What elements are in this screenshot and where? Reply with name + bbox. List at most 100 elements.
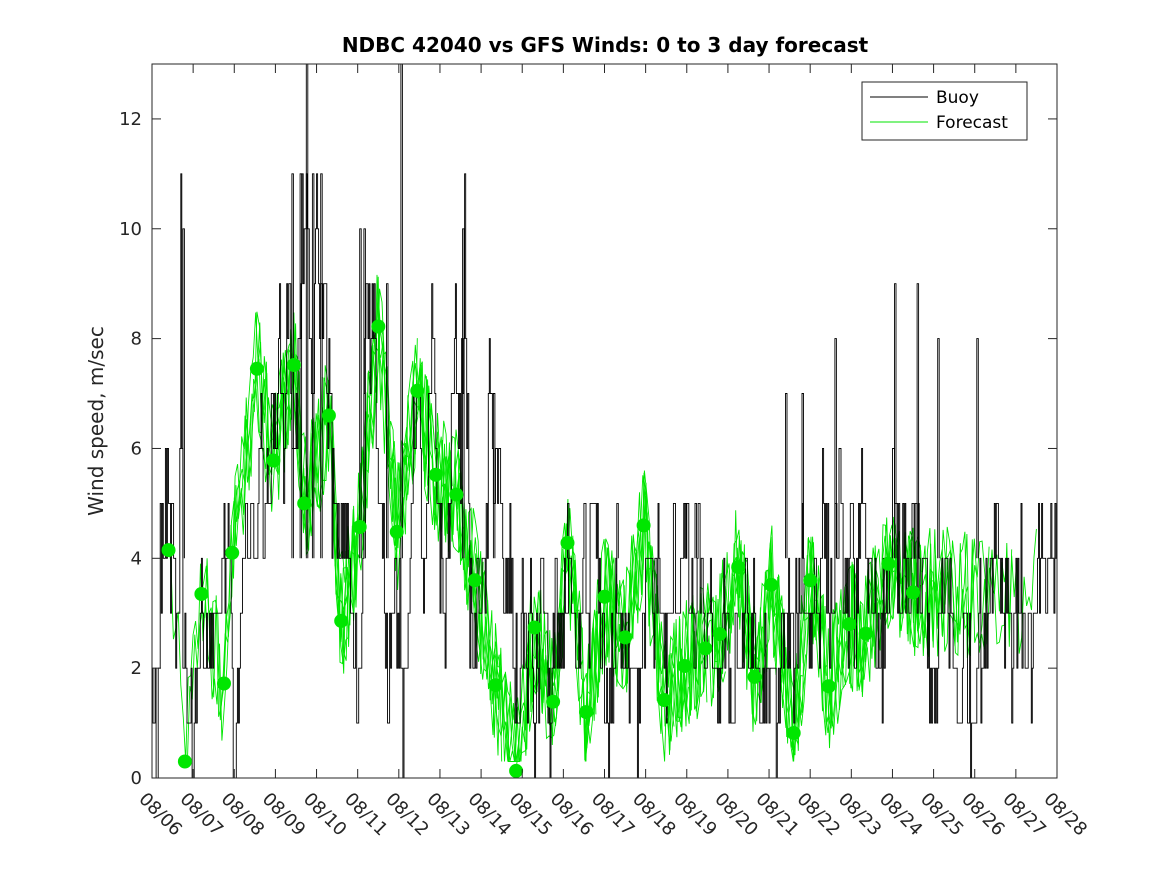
buoy-spike [386,283,389,559]
x-tick-label: 08/28 [1039,789,1091,841]
buoy-spike [834,338,837,559]
buoy-spike [894,283,897,559]
forecast-marker [842,617,857,632]
forecast-marker [449,487,464,502]
forecast-marker [731,560,746,575]
buoy-spike [359,228,362,559]
forecast-marker [560,535,575,550]
y-tick-label: 6 [131,438,142,459]
forecast-marker [389,524,404,539]
forecast-marker [906,585,920,600]
buoy-spike [311,173,315,559]
x-tick-label: 08/09 [258,789,310,841]
x-tick-label: 08/12 [381,789,433,841]
forecast-marker [286,358,301,372]
x-tick-label: 08/14 [464,789,516,841]
forecast-marker [371,319,386,334]
x-tick-label: 08/26 [957,789,1009,841]
forecast-marker [858,626,873,641]
legend-forecast-label: Forecast [936,113,1008,133]
buoy-spike [684,502,687,559]
forecast-marker [467,573,482,588]
buoy-spike [492,393,496,559]
forecast-marker [334,613,349,628]
forecast-marker [428,467,443,482]
x-tick-label: 08/20 [710,789,762,841]
x-tick-label: 08/22 [793,789,845,841]
forecast-marker [597,589,612,604]
forecast-markers [161,319,920,778]
x-tick-label: 08/10 [299,789,351,841]
forecast-marker [821,679,836,694]
forecast-marker [677,659,692,673]
x-tick-label: 08/18 [628,789,680,841]
forecast-marker [249,361,264,376]
y-axis-label: Wind speed, m/sec [84,326,108,516]
forecast-marker [488,678,503,693]
legend: Buoy Forecast [861,81,1028,141]
forecast-marker [712,627,727,642]
forecast-marker [266,453,281,468]
forecast-marker [764,577,779,592]
forecast-line [865,526,990,655]
forecast-marker [527,620,542,635]
forecast-marker [177,754,192,769]
forecast-marker [579,705,593,720]
x-tick-label: 08/06 [134,789,186,841]
buoy-spike [976,338,979,559]
chart-title: NDBC 42040 vs GFS Winds: 0 to 3 day fore… [342,33,869,57]
forecast-marker [636,518,651,533]
y-tick-label: 2 [131,658,142,679]
buoy-spike [567,502,570,559]
x-tick-label: 08/21 [752,789,804,841]
x-tick-label: 08/23 [834,789,886,841]
forecast-line [396,364,521,762]
y-tick-label: 12 [119,109,142,130]
forecast-marker [509,763,524,778]
x-tick-label: 08/11 [340,789,392,841]
x-tick-label: 08/19 [669,789,721,841]
forecast-marker [786,726,801,740]
buoy-spike [937,338,940,559]
forecast-marker [803,573,818,588]
legend-buoy-label: Buoy [936,88,979,108]
y-tick-label: 4 [131,548,142,569]
forecast-marker [225,545,240,560]
x-tick-label: 08/27 [998,789,1050,841]
forecast-line [809,517,934,727]
buoy-spike [462,228,465,559]
forecast-marker [618,630,633,645]
y-tick-label: 8 [131,329,142,350]
forecast-marker [161,543,176,558]
buoy-spike [916,283,920,559]
buoy-line [152,173,1057,779]
forecast-marker [297,496,312,511]
legend-box [861,81,1028,141]
forecast-marker [657,693,672,707]
forecast-marker [881,556,896,571]
forecast-marker [194,587,209,601]
buoy-spike [785,393,788,559]
buoy-spike [801,393,804,559]
y-tick-label: 10 [119,219,142,240]
forecast-marker [546,694,561,709]
buoy-spike [616,502,619,559]
x-tick-label: 08/13 [422,789,474,841]
buoy-spike [182,228,185,559]
y-tick-label: 0 [131,768,142,789]
x-tick-label: 08/25 [916,789,968,841]
forecast-marker [698,641,713,656]
x-tick-label: 08/24 [875,789,927,841]
forecast-marker [352,520,367,534]
buoy-spike [320,173,323,559]
x-tick-label: 08/07 [176,789,228,841]
x-tick-label: 08/15 [505,789,557,841]
forecast-marker [410,383,425,398]
x-tick-label: 08/16 [546,789,598,841]
forecast-marker [747,669,762,684]
buoy-spike [694,502,697,559]
forecast-marker [217,676,231,691]
forecast-marker [321,408,336,423]
buoy-spike [363,228,366,559]
